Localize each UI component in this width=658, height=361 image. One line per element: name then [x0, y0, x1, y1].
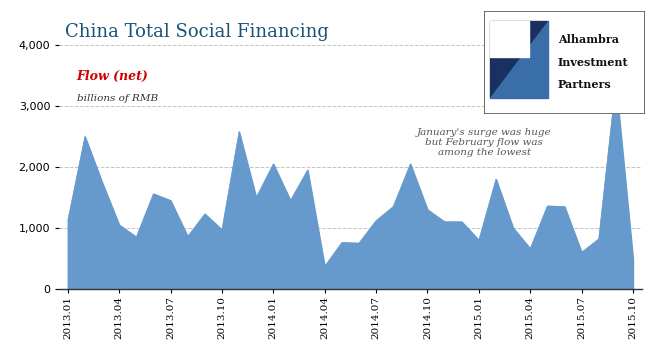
Polygon shape: [490, 21, 529, 57]
Text: China Total Social Financing: China Total Social Financing: [65, 23, 329, 41]
Text: January's surge was huge
but February flow was
among the lowest: January's surge was huge but February fl…: [417, 128, 551, 157]
Text: Partners: Partners: [558, 79, 611, 90]
Text: Flow (net): Flow (net): [77, 69, 149, 83]
FancyBboxPatch shape: [484, 11, 645, 114]
Text: billions of RMB: billions of RMB: [77, 94, 158, 103]
Text: Investment: Investment: [558, 57, 628, 68]
Polygon shape: [490, 21, 548, 98]
Text: Alhambra: Alhambra: [558, 34, 619, 45]
Polygon shape: [490, 21, 548, 98]
